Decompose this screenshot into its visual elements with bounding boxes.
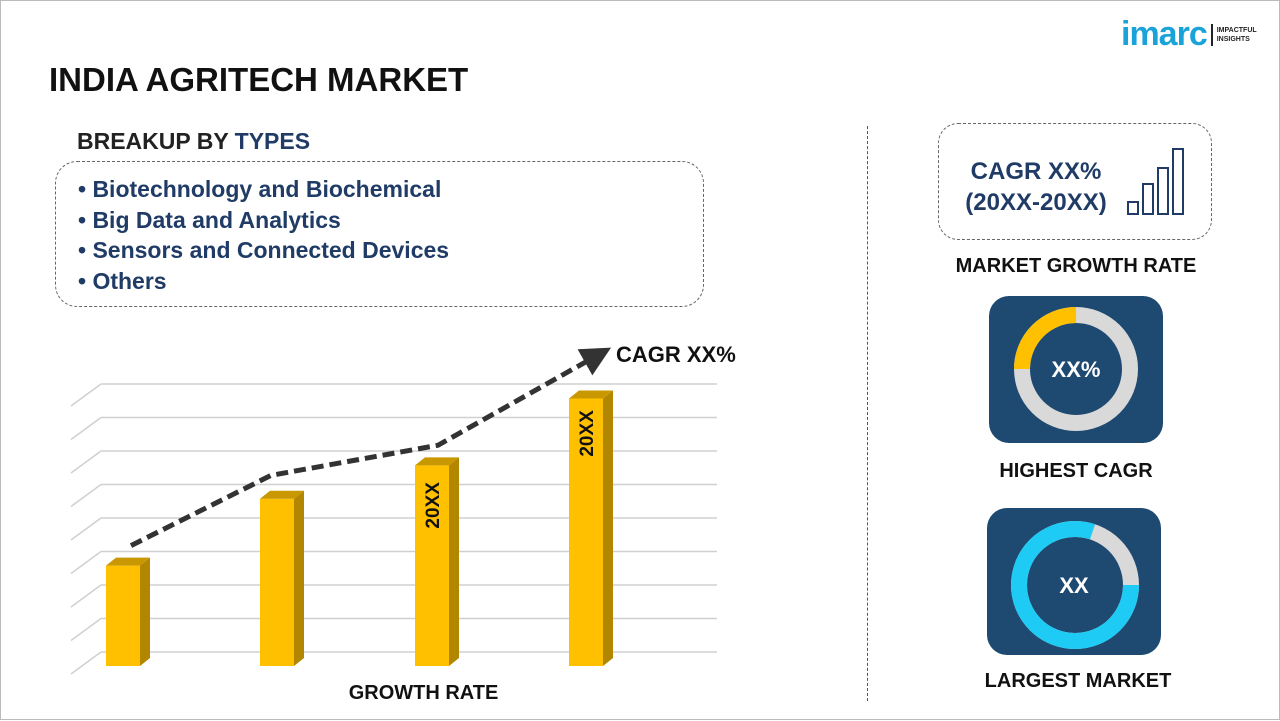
market-growth-rate-label: MARKET GROWTH RATE <box>955 255 1197 277</box>
gridline-depth <box>70 483 102 508</box>
gridline-depth <box>70 450 102 474</box>
bar-side <box>449 457 459 666</box>
largest-market-label: LARGEST MARKET <box>984 670 1172 692</box>
breakup-prefix: BREAKUP BY <box>77 128 235 154</box>
bar <box>260 498 294 666</box>
logo-brand: imarc <box>1121 15 1208 53</box>
bar-side <box>603 390 613 666</box>
bar <box>106 565 140 666</box>
gridline-depth <box>70 550 102 575</box>
bar-label: 20XX <box>423 482 444 529</box>
type-item: • Others <box>78 267 167 294</box>
cagr-line-2: (20XX-20XX) <box>965 189 1107 216</box>
bar-side <box>140 557 150 666</box>
logo-tagline: IMPACTFUL INSIGHTS <box>1217 26 1257 44</box>
donut-segment <box>1014 307 1138 431</box>
types-list: • Biotechnology and Biochemical • Big Da… <box>55 161 704 307</box>
highest-cagr-value: XX% <box>1051 357 1101 382</box>
logo-tagline-1: IMPACTFUL <box>1216 26 1257 34</box>
breakup-heading: BREAKUP BY TYPES <box>77 128 310 155</box>
type-item: • Big Data and Analytics <box>78 206 341 233</box>
bar-growth-icon <box>1127 148 1184 215</box>
cagr-text: CAGR XX% (20XX-20XX) <box>951 156 1121 218</box>
cagr-line-1: CAGR XX% <box>970 158 1102 185</box>
bar <box>569 398 603 666</box>
imarc-logo: imarc IMPACTFUL INSIGHTS <box>1121 15 1257 54</box>
bar-top <box>415 457 459 466</box>
bar-label: 20XX <box>577 410 598 457</box>
bar-top <box>569 390 613 399</box>
bar-top <box>106 557 150 566</box>
donut-segment <box>1011 521 1139 649</box>
gridline-depth <box>70 416 102 441</box>
growth-chart: 20XX 20XX <box>70 347 717 675</box>
highest-cagr-label: HIGHEST CAGR <box>999 460 1153 482</box>
logo-divider <box>1210 23 1213 46</box>
trend-annotation: CAGR XX% <box>616 342 736 367</box>
gridline-depth <box>70 383 102 407</box>
type-item: • Biotechnology and Biochemical <box>78 176 442 202</box>
logo-tagline-2: INSIGHTS <box>1216 35 1250 43</box>
cagr-box <box>938 123 1212 240</box>
largest-market-value: XX <box>1059 573 1089 598</box>
gridline-depth <box>70 617 102 642</box>
gridline-depth <box>70 584 102 608</box>
trend-line <box>129 347 612 548</box>
divider <box>867 126 868 701</box>
highest-cagr-donut <box>1014 307 1138 431</box>
gridline-depth <box>70 651 102 675</box>
bar <box>415 465 449 666</box>
type-item: • Sensors and Connected Devices <box>78 237 450 263</box>
breakup-highlight: TYPES <box>234 128 311 154</box>
page-title: INDIA AGRITECH MARKET <box>49 61 469 98</box>
gridline-depth <box>70 517 102 541</box>
x-axis-label: GROWTH RATE <box>348 682 499 704</box>
largest-market-donut <box>1011 521 1139 649</box>
bar-side <box>294 490 304 666</box>
bar-top <box>260 490 304 499</box>
